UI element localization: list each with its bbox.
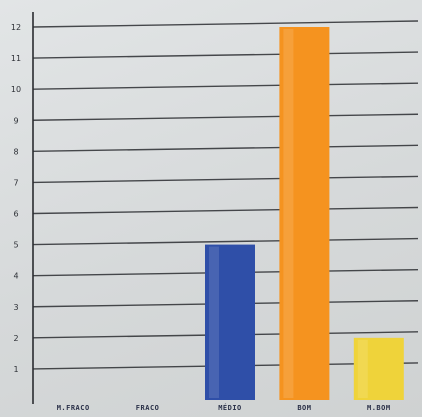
gridline — [32, 51, 419, 59]
y-tick-label: 2 — [13, 334, 18, 343]
bar — [353, 337, 404, 400]
bar-sheen — [209, 246, 219, 398]
gridline — [32, 113, 419, 121]
bars — [205, 27, 404, 400]
bar-sheen — [283, 29, 294, 398]
x-category-label: BOM — [297, 404, 311, 412]
grid-lines — [32, 20, 419, 370]
y-tick-label: 8 — [13, 147, 18, 156]
y-tick-label: 11 — [11, 54, 21, 63]
y-tick-label: 10 — [11, 85, 21, 94]
x-category-label: M.FRACO — [57, 404, 90, 412]
y-tick-label: 7 — [13, 178, 18, 187]
gridline — [32, 82, 419, 90]
y-tick-label: 3 — [13, 303, 18, 312]
x-category-labels: M.FRACO FRACO MÉDIO BOM M.BOM — [57, 403, 391, 412]
gridline — [32, 237, 419, 246]
y-tick-label: 4 — [13, 272, 18, 281]
y-tick-label: 6 — [13, 210, 18, 219]
gridline — [32, 20, 419, 28]
bar-sheen — [357, 339, 368, 398]
y-tick-label: 5 — [13, 241, 18, 250]
gridline — [32, 144, 419, 153]
x-category-label: MÉDIO — [218, 403, 242, 412]
gridline — [32, 206, 419, 215]
x-category-label: M.BOM — [367, 404, 391, 412]
bar — [205, 244, 255, 400]
y-tick-label: 9 — [13, 116, 18, 125]
y-tick-label: 12 — [11, 23, 21, 32]
gridline — [32, 175, 419, 184]
y-tick-label: 1 — [13, 365, 18, 374]
x-category-label: FRACO — [136, 404, 160, 412]
bar — [279, 27, 330, 400]
